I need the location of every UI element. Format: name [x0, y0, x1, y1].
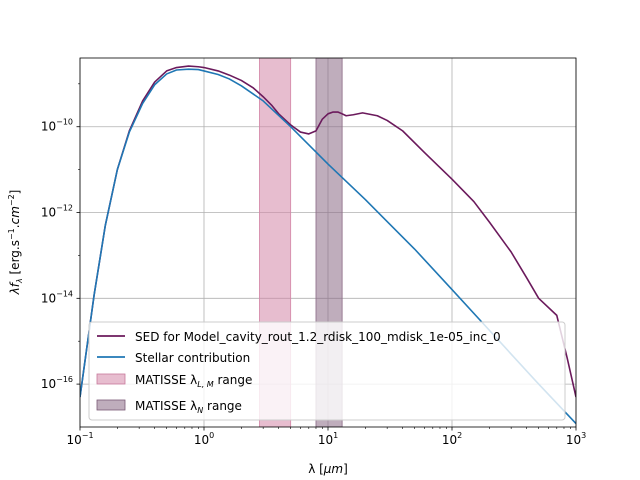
- x-tick-label: 103: [566, 431, 586, 447]
- legend-swatch-lm-band: [96, 373, 126, 385]
- legend-swatch-n-band: [96, 399, 126, 411]
- y-tick-label: 10−10: [41, 118, 73, 134]
- series-lines: [80, 65, 576, 425]
- stellar-line: [80, 68, 576, 425]
- sed-line: [80, 65, 576, 398]
- axis-ticks: 10−1 100 101 102 103 10−16 10−14 10−12 10−10: [41, 83, 586, 447]
- legend-label-stellar: Stellar contribution: [135, 351, 250, 365]
- x-tick-label: 101: [318, 431, 338, 447]
- y-tick-label: 10−16: [41, 375, 73, 391]
- x-tick-label: 100: [194, 431, 214, 447]
- y-tick-label: 10−14: [41, 289, 73, 305]
- y-tick-label: 10−12: [41, 204, 73, 220]
- legend-label-lm-band: MATISSE λL, M range: [135, 373, 252, 389]
- x-tick-label: 102: [442, 431, 462, 447]
- x-tick-label: 10−1: [66, 431, 93, 447]
- x-axis-label: λ [μm]: [308, 462, 348, 476]
- legend-box: [88, 321, 566, 421]
- legend-label-sed: SED for Model_cavity_rout_1.2_rdisk_100_…: [135, 330, 501, 344]
- legend-label-n-band: MATISSE λN range: [135, 399, 242, 415]
- legend: SED for Model_cavity_rout_1.2_rdisk_100_…: [88, 321, 566, 421]
- y-axis-label: λfλ [erg.s−1.cm−2]: [7, 190, 24, 296]
